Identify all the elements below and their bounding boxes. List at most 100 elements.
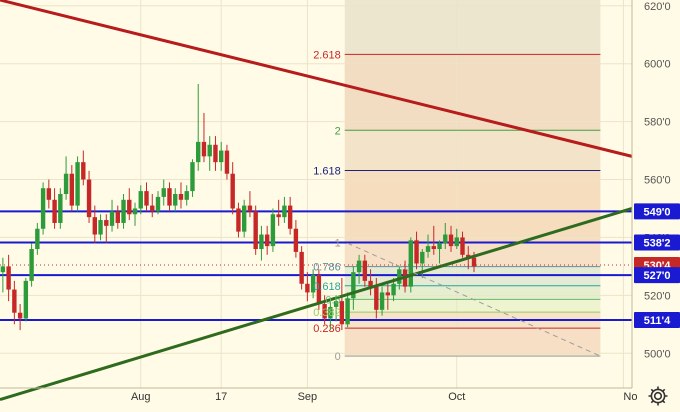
price-tag-label: 538'2 — [643, 238, 670, 250]
candle-body — [173, 194, 178, 206]
candle-body — [264, 234, 270, 247]
candle-body — [178, 194, 184, 200]
fib-level-label: 2 — [335, 125, 341, 137]
candle-body — [391, 283, 396, 296]
candle-body — [224, 150, 230, 174]
candle-body — [368, 280, 373, 287]
candle-body — [69, 173, 75, 206]
candle-body — [397, 269, 402, 284]
candle-body — [23, 280, 29, 319]
candle-body — [339, 301, 345, 325]
candle-body — [0, 266, 6, 273]
price-tag-box — [634, 234, 680, 251]
candle-body — [92, 217, 97, 235]
fib-level-label: 1.618 — [313, 166, 341, 178]
x-tick-label: No — [623, 391, 637, 403]
candle-body — [75, 162, 80, 206]
fib-zone — [344, 170, 601, 243]
candle-body — [362, 260, 368, 281]
fib-zone — [344, 328, 601, 357]
y-tick-label: 580'0 — [644, 117, 671, 129]
candle-body — [253, 211, 258, 250]
candle-body — [167, 188, 172, 206]
candle-body — [104, 220, 109, 226]
candle-body — [230, 173, 235, 209]
candle-body — [328, 306, 333, 319]
candle-body — [241, 205, 247, 232]
candle-body — [196, 141, 201, 163]
settings-gear-icon[interactable] — [646, 384, 670, 408]
candle-body — [213, 144, 218, 163]
fib-level-label: 1 — [335, 238, 341, 250]
candle-body — [270, 214, 276, 247]
candle-body — [58, 194, 63, 223]
candle-body — [81, 162, 86, 180]
price-tag-label: 527'0 — [643, 270, 670, 282]
candle-body — [98, 220, 103, 235]
candle-body — [443, 234, 448, 244]
candle-body — [115, 211, 120, 223]
candle-body — [385, 292, 391, 296]
candle-body — [460, 237, 465, 255]
candle-body — [132, 208, 138, 215]
candle-body — [310, 275, 316, 293]
candle-body — [17, 312, 23, 319]
candle-body — [138, 191, 143, 209]
candle-body — [420, 251, 425, 264]
candle-body — [316, 275, 322, 305]
candle-body — [52, 199, 57, 223]
candle-body — [351, 272, 356, 299]
x-tick-label: Aug — [131, 391, 151, 403]
price-tag-label: 549'0 — [643, 206, 670, 218]
fib-level-label: 0.5 — [325, 294, 340, 306]
fib-zone — [344, 285, 601, 300]
fib-zone — [344, 130, 601, 171]
x-tick-label: Sep — [298, 391, 318, 403]
fib-level-label: 0 — [335, 351, 341, 363]
candle-body — [184, 191, 189, 200]
fib-level-label: 0.786 — [313, 262, 341, 274]
fib-zone-top — [344, 0, 601, 55]
candle-body — [86, 179, 92, 218]
candle-body — [431, 246, 436, 250]
candle-body — [379, 292, 385, 310]
candle-body — [356, 260, 362, 273]
candle-body — [305, 283, 310, 293]
fib-zone — [344, 299, 601, 313]
trendline-resistance — [0, 0, 633, 158]
candle-body — [287, 205, 293, 229]
y-tick-label: 520'0 — [644, 290, 671, 302]
fib-level-label: 2.618 — [313, 49, 341, 61]
candle-body — [425, 246, 431, 252]
price-tag-box — [634, 267, 680, 284]
candle-body — [29, 249, 34, 281]
candle-body — [155, 196, 161, 212]
candle-body — [471, 257, 477, 267]
candle-body — [345, 298, 350, 325]
candle-body — [236, 208, 241, 232]
candle-body — [259, 234, 264, 250]
candle-body — [299, 251, 304, 284]
candle-body — [322, 304, 327, 319]
trendline-projection — [347, 242, 601, 357]
y-tick-label: 560'0 — [644, 175, 671, 187]
candle-body — [35, 228, 40, 250]
price-tag-box — [634, 311, 680, 328]
price-tag-box — [634, 203, 680, 220]
candle-body — [293, 228, 299, 252]
candle-body — [374, 286, 379, 310]
y-tick-label: 620'0 — [644, 1, 671, 13]
candle-body — [437, 243, 442, 250]
fib-level-label: 0.382 — [313, 307, 341, 319]
candle-body — [448, 234, 454, 247]
candle-body — [63, 173, 69, 194]
candle-body — [333, 301, 339, 307]
x-tick-label: 17 — [215, 391, 227, 403]
candle-body — [6, 266, 11, 290]
candle-body — [46, 188, 52, 200]
fib-zone — [344, 54, 601, 131]
candle-body — [207, 144, 212, 157]
candle-body — [150, 205, 155, 212]
